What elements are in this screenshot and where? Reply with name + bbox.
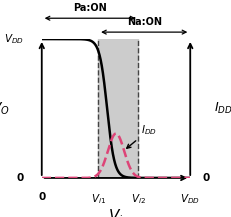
Text: $V_{DD}$: $V_{DD}$: [179, 192, 199, 206]
Text: 0: 0: [201, 173, 208, 183]
Text: 0: 0: [17, 173, 24, 183]
Text: $V_{i2}$: $V_{i2}$: [130, 192, 145, 206]
Text: $V_i$: $V_i$: [108, 207, 123, 217]
Text: $V_O$: $V_O$: [0, 100, 9, 117]
Text: $V_{i1}$: $V_{i1}$: [90, 192, 105, 206]
Text: $I_{DD}$: $I_{DD}$: [126, 123, 156, 148]
Text: $I_{DD}$: $I_{DD}$: [213, 101, 231, 116]
Text: Pa:ON: Pa:ON: [73, 3, 106, 13]
Text: 0: 0: [38, 192, 45, 202]
Text: Na:ON: Na:ON: [126, 16, 161, 26]
Text: $V_{DD}$: $V_{DD}$: [4, 32, 24, 46]
